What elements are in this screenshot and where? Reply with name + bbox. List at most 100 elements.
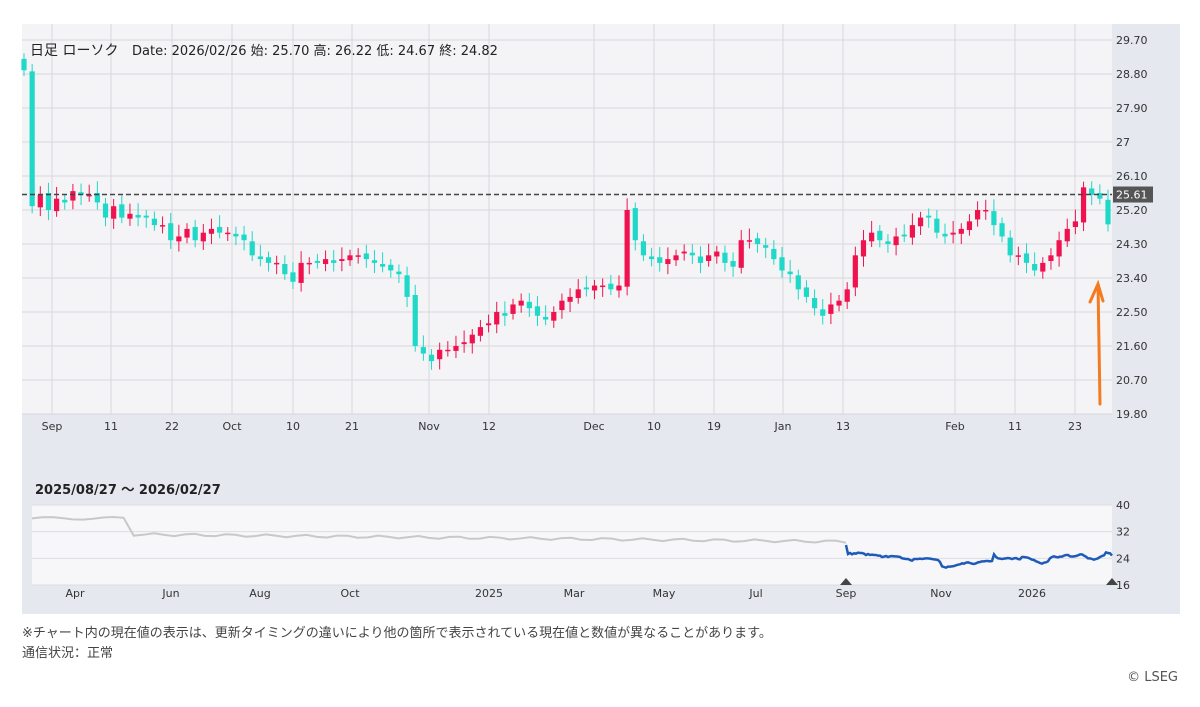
- candle-body: [534, 306, 541, 316]
- candle-body: [1048, 255, 1054, 261]
- candle-body: [1105, 199, 1111, 225]
- candle-body: [62, 199, 68, 203]
- x-tick-label: 23: [1068, 420, 1082, 433]
- candle-body: [836, 300, 842, 306]
- y-tick-label: 19.80: [1116, 408, 1148, 421]
- candle-body: [983, 210, 989, 212]
- candle-body: [673, 255, 679, 261]
- candle-body: [70, 191, 76, 201]
- candle-body: [1023, 253, 1030, 263]
- overview-y-tick-label: 40: [1116, 499, 1130, 512]
- overview-history-line: [31, 516, 847, 544]
- candle-body: [1032, 264, 1038, 271]
- candle-body: [135, 214, 141, 218]
- candle-body: [1072, 221, 1078, 227]
- candle-body: [388, 264, 394, 271]
- candle-body: [526, 301, 532, 309]
- candle-body: [241, 234, 247, 241]
- candle-body: [184, 228, 190, 238]
- candle-body: [298, 262, 304, 283]
- candle-body: [600, 285, 606, 288]
- candle-body: [803, 287, 810, 297]
- x-tick-label: 12: [482, 420, 496, 433]
- candle-body: [306, 262, 312, 265]
- candle-body: [591, 285, 598, 291]
- candle-body: [551, 312, 557, 321]
- candle-body: [168, 223, 174, 241]
- x-tick-label: Nov: [418, 420, 440, 433]
- candle-body: [322, 259, 329, 265]
- candle-body: [339, 259, 345, 261]
- candle-body: [159, 225, 166, 227]
- candle-body: [763, 245, 769, 248]
- candle-body: [380, 264, 386, 267]
- candle-body: [722, 252, 728, 263]
- candle-body: [811, 298, 818, 309]
- candle-body: [567, 296, 573, 302]
- candle-body: [331, 260, 337, 263]
- candle-body: [974, 210, 981, 220]
- candle-body: [746, 240, 752, 242]
- candle-body: [665, 259, 671, 265]
- candle-body: [942, 233, 948, 237]
- candle-body: [200, 232, 206, 242]
- candle-body: [1097, 193, 1103, 199]
- candle-body: [151, 218, 158, 226]
- overview-plot-bg: [32, 505, 1112, 585]
- candle-body: [347, 255, 353, 261]
- candle-body: [45, 193, 52, 210]
- current-value-badge: [1113, 186, 1153, 203]
- x-tick-label: 10: [286, 420, 300, 433]
- candle-body: [233, 233, 239, 237]
- candle-body: [453, 346, 459, 351]
- x-tick-label: Sep: [42, 420, 63, 433]
- copyright: © LSEG: [1127, 670, 1178, 685]
- y-tick-label: 21.60: [1116, 340, 1148, 353]
- candle-body: [518, 300, 524, 306]
- overview-x-tick-label: Nov: [930, 587, 952, 600]
- candle-body: [844, 289, 850, 302]
- candle-body: [355, 255, 361, 257]
- candle-body: [714, 251, 720, 257]
- y-tick-label: 27.90: [1116, 102, 1148, 115]
- candle-body: [404, 275, 410, 297]
- overview-y-tick-label: 16: [1116, 579, 1130, 592]
- x-tick-label: 21: [345, 420, 359, 433]
- candle-body: [1064, 228, 1070, 242]
- candle-body: [265, 257, 272, 263]
- x-tick-label: 11: [104, 420, 118, 433]
- y-tick-label: 20.70: [1116, 374, 1148, 387]
- candle-body: [697, 256, 704, 263]
- candle-body: [257, 256, 263, 260]
- candle-body: [461, 342, 467, 345]
- candle-body: [559, 300, 565, 311]
- candle-body: [885, 241, 891, 244]
- candle-body: [502, 313, 508, 316]
- chart-area[interactable]: 29.70 28.80 27.90 27 26.10 25.20 24.30 23.40 22.…: [0, 0, 1200, 620]
- candle-body: [469, 334, 475, 344]
- candle-body: [1040, 262, 1046, 272]
- ohlc-info: Date: 2026/02/26 始: 25.70 高: 26.22 低: 24…: [132, 43, 498, 59]
- candle-body: [192, 227, 198, 241]
- x-tick-label: 11: [1008, 420, 1022, 433]
- candle-body: [78, 192, 84, 195]
- candle-body: [820, 309, 826, 316]
- candle-body: [852, 255, 858, 288]
- candle-body: [371, 260, 378, 263]
- candle-body: [143, 215, 149, 218]
- y-tick-label: 23.40: [1116, 272, 1148, 285]
- overview-range-label: 2025/08/27 〜 2026/02/27: [35, 483, 221, 498]
- candle-body: [917, 217, 924, 227]
- candle-body: [991, 211, 997, 226]
- current-value-label: 25.61: [1116, 189, 1148, 202]
- candle-body: [1056, 240, 1062, 257]
- candle-body: [999, 223, 1005, 237]
- connection-status: 通信状況：正常: [22, 646, 114, 661]
- candle-body: [860, 240, 867, 257]
- overview-x-tick-label: 2025: [475, 587, 503, 600]
- annotation-arrow: [1088, 279, 1105, 406]
- main-plot-bg: [22, 24, 1112, 414]
- x-tick-label: Dec: [583, 420, 604, 433]
- candle-body: [730, 261, 736, 267]
- overview-x-tick-label: Jul: [748, 587, 762, 600]
